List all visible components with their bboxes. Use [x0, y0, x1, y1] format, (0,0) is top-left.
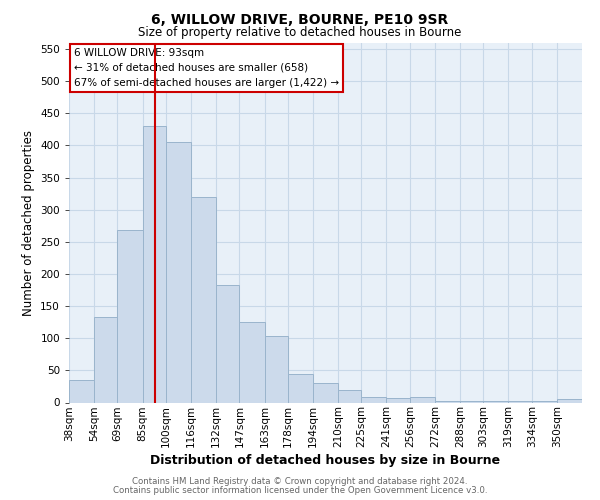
Bar	[69, 380, 94, 402]
Bar	[118, 230, 143, 402]
Bar	[265, 336, 288, 402]
Text: 6 WILLOW DRIVE: 93sqm
← 31% of detached houses are smaller (658)
67% of semi-det: 6 WILLOW DRIVE: 93sqm ← 31% of detached …	[74, 48, 339, 88]
Bar	[484, 400, 508, 402]
Bar	[216, 285, 239, 403]
Bar	[338, 390, 361, 402]
Text: Size of property relative to detached houses in Bourne: Size of property relative to detached ho…	[139, 26, 461, 39]
Bar	[143, 126, 166, 402]
Bar	[288, 374, 313, 402]
Bar	[191, 197, 216, 402]
Text: 6, WILLOW DRIVE, BOURNE, PE10 9SR: 6, WILLOW DRIVE, BOURNE, PE10 9SR	[151, 12, 449, 26]
Bar	[532, 400, 557, 402]
Bar	[386, 398, 410, 402]
Bar	[94, 317, 118, 402]
Text: Contains HM Land Registry data © Crown copyright and database right 2024.: Contains HM Land Registry data © Crown c…	[132, 477, 468, 486]
Bar	[166, 142, 191, 403]
Bar	[508, 400, 532, 402]
Bar	[557, 398, 582, 402]
Bar	[313, 383, 338, 402]
Bar	[239, 322, 265, 402]
Bar	[410, 398, 435, 402]
Bar	[361, 398, 386, 402]
X-axis label: Distribution of detached houses by size in Bourne: Distribution of detached houses by size …	[151, 454, 500, 468]
Bar	[435, 400, 460, 402]
Bar	[460, 400, 484, 402]
Text: Contains public sector information licensed under the Open Government Licence v3: Contains public sector information licen…	[113, 486, 487, 495]
Y-axis label: Number of detached properties: Number of detached properties	[22, 130, 35, 316]
